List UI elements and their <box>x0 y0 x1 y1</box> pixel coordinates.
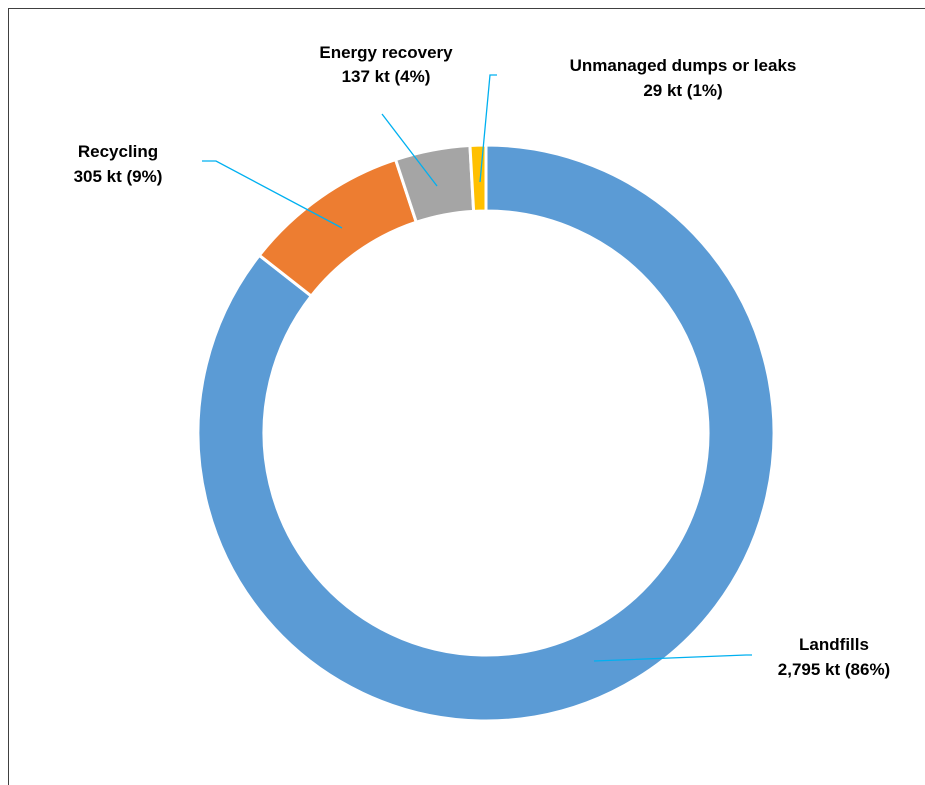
slice-label-name: Recycling <box>78 142 158 161</box>
slice-label-name: Landfills <box>799 635 869 654</box>
donut-slice-unmanaged-dumps-or-leaks <box>468 143 488 213</box>
leader-line-unmanaged-dumps-or-leaks <box>479 74 497 183</box>
chart-frame <box>8 8 925 785</box>
donut-slice-landfills <box>196 143 776 723</box>
slice-label-name: Energy recovery <box>319 43 453 62</box>
leader-lines <box>202 74 752 662</box>
leader-line-recycling <box>202 160 343 229</box>
slice-label-value: 2,795 kt (86%) <box>778 660 890 679</box>
donut-slice-recycling <box>257 157 419 299</box>
slice-label-name: Unmanaged dumps or leaks <box>570 56 797 75</box>
slice-label-value: 137 kt (4%) <box>342 67 431 86</box>
leader-line-landfills <box>593 654 752 662</box>
donut-slices <box>196 143 776 723</box>
slice-label-value: 305 kt (9%) <box>74 167 163 186</box>
slice-label-value: 29 kt (1%) <box>643 81 722 100</box>
leader-line-energy-recovery <box>381 113 438 187</box>
